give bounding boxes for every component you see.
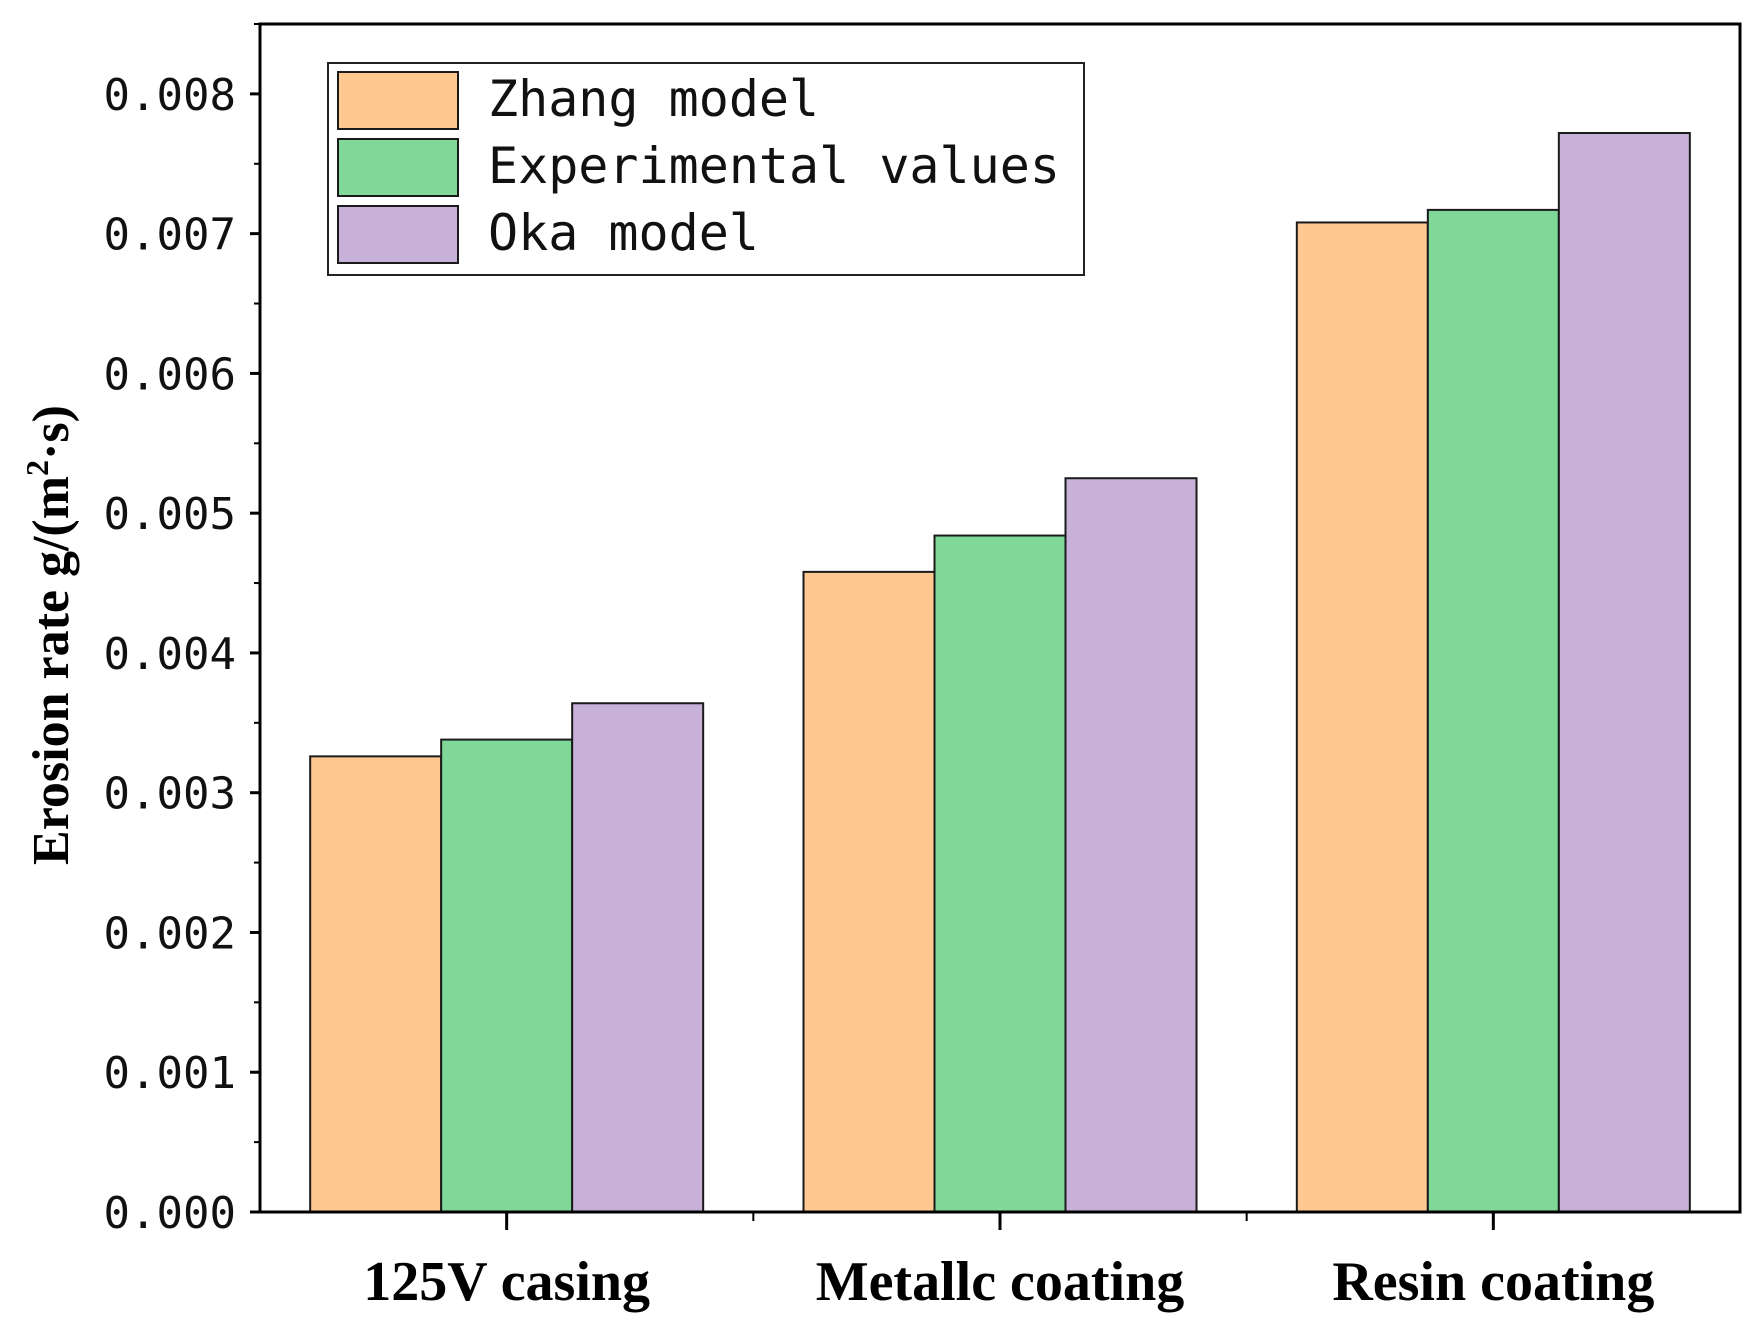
y-axis-label-superscript: 2 [19, 460, 55, 476]
y-axis-label-main: Erosion rate g/(m [23, 476, 80, 865]
legend: Zhang model Experimental values Oka model [327, 62, 1085, 276]
legend-label: Zhang model [488, 70, 819, 128]
y-tick-label: 0.003 [104, 769, 236, 820]
bar-metallc-coating-experimental-values [933, 534, 1067, 1213]
bar-125v-casing-zhang-model [309, 755, 443, 1213]
y-tick-label: 0.000 [104, 1188, 236, 1239]
bar-resin-coating-experimental-values [1426, 208, 1560, 1213]
axes-group: 125V casing Metallc coating Resin coating 0… [104, 23, 1654, 1313]
x-tick-label: 125V casing [363, 1251, 650, 1313]
bar-metallc-coating-oka-model [1064, 477, 1198, 1213]
x-tick-label: Resin coating [1332, 1251, 1654, 1313]
legend-swatch [337, 71, 459, 130]
x-tick-label: Metallc coating [816, 1251, 1185, 1313]
y-tick-label: 0.007 [104, 210, 236, 261]
bar-metallc-coating-zhang-model [802, 570, 936, 1213]
bars-group [309, 132, 1691, 1213]
y-tick-label: 0.004 [104, 629, 236, 680]
y-axis-label-end: ·s) [23, 405, 80, 460]
y-axis-label: Erosion rate g/(m2·s) [19, 405, 80, 865]
legend-swatch [337, 138, 459, 197]
bar-125v-casing-oka-model [571, 702, 705, 1213]
legend-label: Oka model [488, 204, 759, 262]
y-tick-label: 0.006 [104, 349, 236, 400]
y-tick-label: 0.002 [104, 908, 236, 959]
legend-label: Experimental values [488, 137, 1060, 195]
bar-resin-coating-zhang-model [1295, 221, 1429, 1213]
legend-swatch [337, 205, 459, 264]
y-tick-label: 0.001 [104, 1048, 236, 1099]
bar-125v-casing-experimental-values [440, 738, 574, 1213]
y-tick-label: 0.005 [104, 489, 236, 540]
y-tick-label: 0.008 [104, 70, 236, 121]
bar-resin-coating-oka-model [1557, 132, 1691, 1213]
